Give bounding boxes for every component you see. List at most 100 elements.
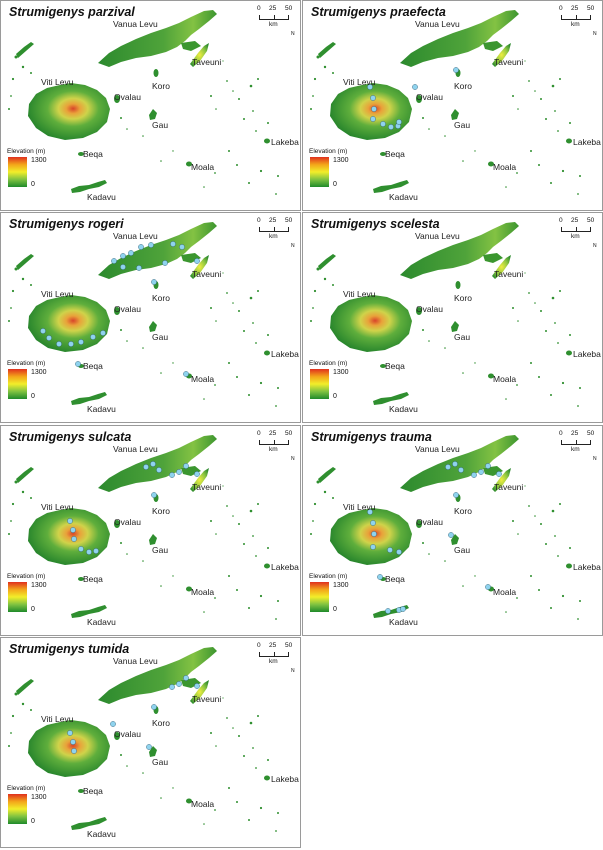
scale-line <box>561 440 591 445</box>
north-label: N <box>291 456 295 462</box>
map-canvas <box>310 222 581 407</box>
scale-tick: 0 <box>559 217 563 224</box>
place-label: Taveuni <box>192 482 222 492</box>
island-taveuni <box>190 255 209 279</box>
island-taveuni <box>492 468 511 492</box>
map-canvas <box>8 222 279 407</box>
occurrence-marker <box>169 684 175 690</box>
place-label: Gau <box>152 332 169 342</box>
island-vanua-levu <box>400 222 519 279</box>
occurrence-marker <box>183 675 189 681</box>
scale-tick: 50 <box>285 5 293 12</box>
scale-bar: 0 25 50 km <box>559 5 599 29</box>
legend-title: Elevation (m) <box>309 360 348 367</box>
place-label: Koro <box>152 506 170 516</box>
panel-title: Strumigenys parzival <box>9 5 135 19</box>
scale-bar: 0 25 50 km <box>559 430 599 454</box>
elevation-legend: Elevation (m) 1300 0 <box>7 360 77 420</box>
north-arrow-icon: N <box>289 456 300 474</box>
scale-bar: 0 25 50 km <box>257 642 297 666</box>
occurrence-marker <box>150 461 156 467</box>
place-label: Taveuni <box>192 269 222 279</box>
north-arrow-icon: N <box>289 668 300 686</box>
occurrence-marker <box>371 106 377 112</box>
occurrence-marker <box>183 371 189 377</box>
north-label: N <box>291 243 295 249</box>
legend-title: Elevation (m) <box>7 573 46 580</box>
scale-tick: 0 <box>257 217 261 224</box>
occurrence-marker <box>445 464 451 470</box>
place-label: Viti Levu <box>41 289 74 299</box>
panel-title: Strumigenys scelesta <box>311 217 440 231</box>
place-label: Taveuni <box>494 57 524 67</box>
north-arrow-icon: N <box>289 31 300 49</box>
legend-title: Elevation (m) <box>309 573 348 580</box>
occurrence-marker <box>496 471 502 477</box>
map-panel: Strumigenys parzival Vanua Levu Taveuni Vit… <box>0 0 301 211</box>
occurrence-marker <box>367 84 373 90</box>
place-label: Moala <box>493 374 517 384</box>
legend-max: 1300 <box>31 157 47 164</box>
elevation-legend: Elevation (m) 1300 0 <box>7 573 77 633</box>
north-label: N <box>593 243 597 249</box>
occurrence-marker <box>453 67 459 73</box>
scale-mid-tick <box>576 227 577 231</box>
place-label: Lakeba <box>271 349 299 359</box>
place-label: Beqa <box>83 361 103 371</box>
occurrence-marker <box>138 244 144 250</box>
island-vanua-levu <box>98 10 217 67</box>
scale-tick: 25 <box>571 430 579 437</box>
north-arrow-icon: N <box>591 243 602 261</box>
map-panel: Strumigenys tumida Vanua Levu Taveuni Viti … <box>0 637 301 848</box>
scale-tick: 50 <box>285 217 293 224</box>
scale-mid-tick <box>274 652 275 656</box>
scale-unit: km <box>571 21 580 28</box>
legend-min: 0 <box>333 393 337 400</box>
place-label: Viti Levu <box>41 77 74 87</box>
occurrence-marker <box>194 471 200 477</box>
occurrence-marker <box>471 472 477 478</box>
legend-min: 0 <box>31 181 35 188</box>
place-label: Taveuni <box>494 482 524 492</box>
place-label: Kadavu <box>389 617 418 627</box>
occurrence-marker <box>86 549 92 555</box>
map-canvas <box>310 435 581 620</box>
occurrence-marker <box>75 361 81 367</box>
scale-tick: 50 <box>587 217 595 224</box>
occurrence-marker <box>485 584 491 590</box>
occurrence-marker <box>136 265 142 271</box>
scale-unit: km <box>571 446 580 453</box>
scale-mid-tick <box>274 15 275 19</box>
occurrence-marker <box>67 730 73 736</box>
occurrence-marker <box>367 509 373 515</box>
scale-unit: km <box>269 21 278 28</box>
occurrence-marker <box>70 527 76 533</box>
occurrence-marker <box>370 544 376 550</box>
place-label: Lakeba <box>271 562 299 572</box>
map-panel: Strumigenys scelesta Vanua Levu Taveuni Vit… <box>302 212 603 423</box>
legend-max: 1300 <box>333 582 349 589</box>
occurrence-marker <box>458 467 464 473</box>
occurrence-marker <box>120 253 126 259</box>
occurrence-marker <box>176 681 182 687</box>
scale-mid-tick <box>274 440 275 444</box>
occurrence-marker <box>385 608 391 614</box>
occurrence-marker <box>371 531 377 537</box>
occurrence-marker <box>156 467 162 473</box>
occurrence-marker <box>176 469 182 475</box>
occurrence-marker <box>146 744 152 750</box>
place-label: Beqa <box>83 786 103 796</box>
place-label: Beqa <box>385 574 405 584</box>
scale-bar: 0 25 50 km <box>257 217 297 241</box>
legend-color-bar <box>8 582 27 612</box>
place-label: Moala <box>191 162 215 172</box>
occurrence-marker <box>194 683 200 689</box>
occurrence-marker <box>56 341 62 347</box>
place-label: Gau <box>152 120 169 130</box>
legend-max: 1300 <box>333 157 349 164</box>
elevation-legend: Elevation (m) 1300 0 <box>7 785 77 845</box>
legend-min: 0 <box>31 393 35 400</box>
place-label: Ovalau <box>114 517 141 527</box>
place-label: Moala <box>493 162 517 172</box>
legend-min: 0 <box>333 606 337 613</box>
